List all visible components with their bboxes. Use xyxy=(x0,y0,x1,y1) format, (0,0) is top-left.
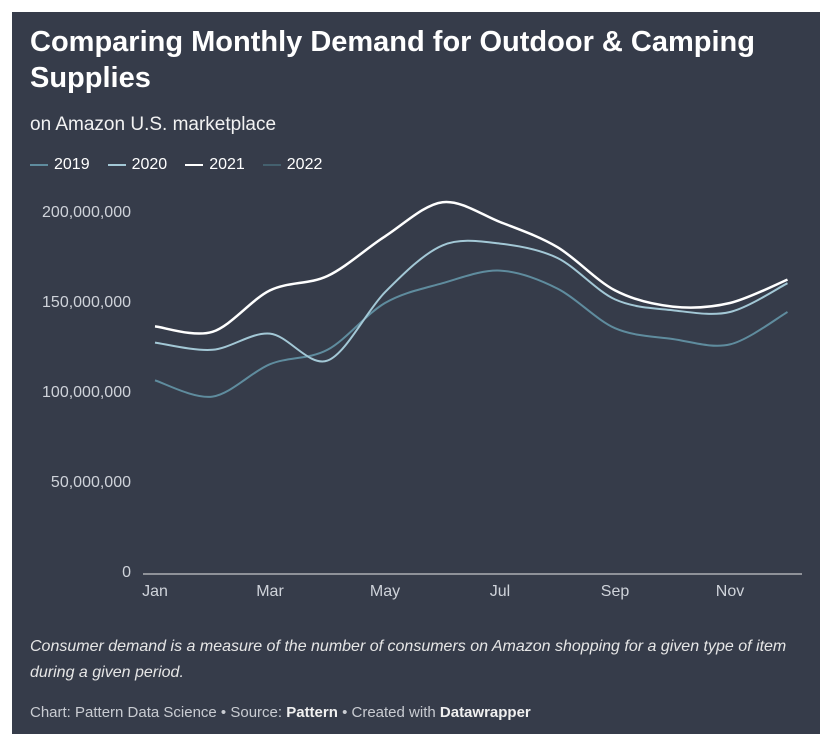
legend-swatch xyxy=(107,164,126,166)
credit-source: Pattern xyxy=(286,704,338,721)
legend-label: 2022 xyxy=(286,156,323,173)
legend-item: 2021 xyxy=(185,156,245,174)
line-series xyxy=(154,239,788,363)
legend-swatch xyxy=(30,164,48,166)
chart-subtitle: on Amazon U.S. marketplace xyxy=(30,114,277,135)
line-series xyxy=(154,200,788,335)
y-tick-label: 200,000,000 xyxy=(42,204,131,221)
x-tick-label: Mar xyxy=(256,583,284,600)
legend: 2019 2020 2021 2022 xyxy=(30,156,322,174)
legend-item: 2022 xyxy=(262,156,323,174)
legend-label: 2021 xyxy=(209,156,245,173)
plot: 0 50,000,000 100,000,000 150,000,000 200,000… xyxy=(42,200,802,600)
legend-item: 2019 xyxy=(30,156,90,174)
y-tick-label: 0 xyxy=(122,564,131,581)
y-tick-label: 100,000,000 xyxy=(42,384,131,401)
credit: Chart: Pattern Data Science • Source: Pa… xyxy=(30,704,531,721)
y-tick-label: 150,000,000 xyxy=(42,294,131,311)
y-tick-label: 50,000,000 xyxy=(51,474,131,491)
chart-title: Comparing Monthly Demand for Outdoor & C… xyxy=(30,26,755,94)
line-series xyxy=(154,269,788,398)
x-tick-label: Sep xyxy=(601,583,630,600)
legend-label: 2019 xyxy=(54,156,90,173)
legend-item: 2020 xyxy=(107,156,168,174)
x-tick-label: May xyxy=(370,583,400,600)
credit-text: • Created with xyxy=(342,704,436,721)
legend-label: 2020 xyxy=(131,156,168,173)
credit-text: Chart: Pattern Data Science • Source: xyxy=(30,704,283,721)
x-tick-label: Nov xyxy=(716,583,744,600)
credit-tool: Datawrapper xyxy=(439,704,531,721)
note: Consumer demand is a measure of the numb… xyxy=(30,638,787,681)
chart-frame: Comparing Monthly Demand for Outdoor & C… xyxy=(12,12,820,734)
x-tick-label: Jan xyxy=(142,583,168,600)
legend-swatch xyxy=(262,164,281,166)
x-tick-label: Jul xyxy=(490,583,510,600)
legend-swatch xyxy=(185,164,204,166)
